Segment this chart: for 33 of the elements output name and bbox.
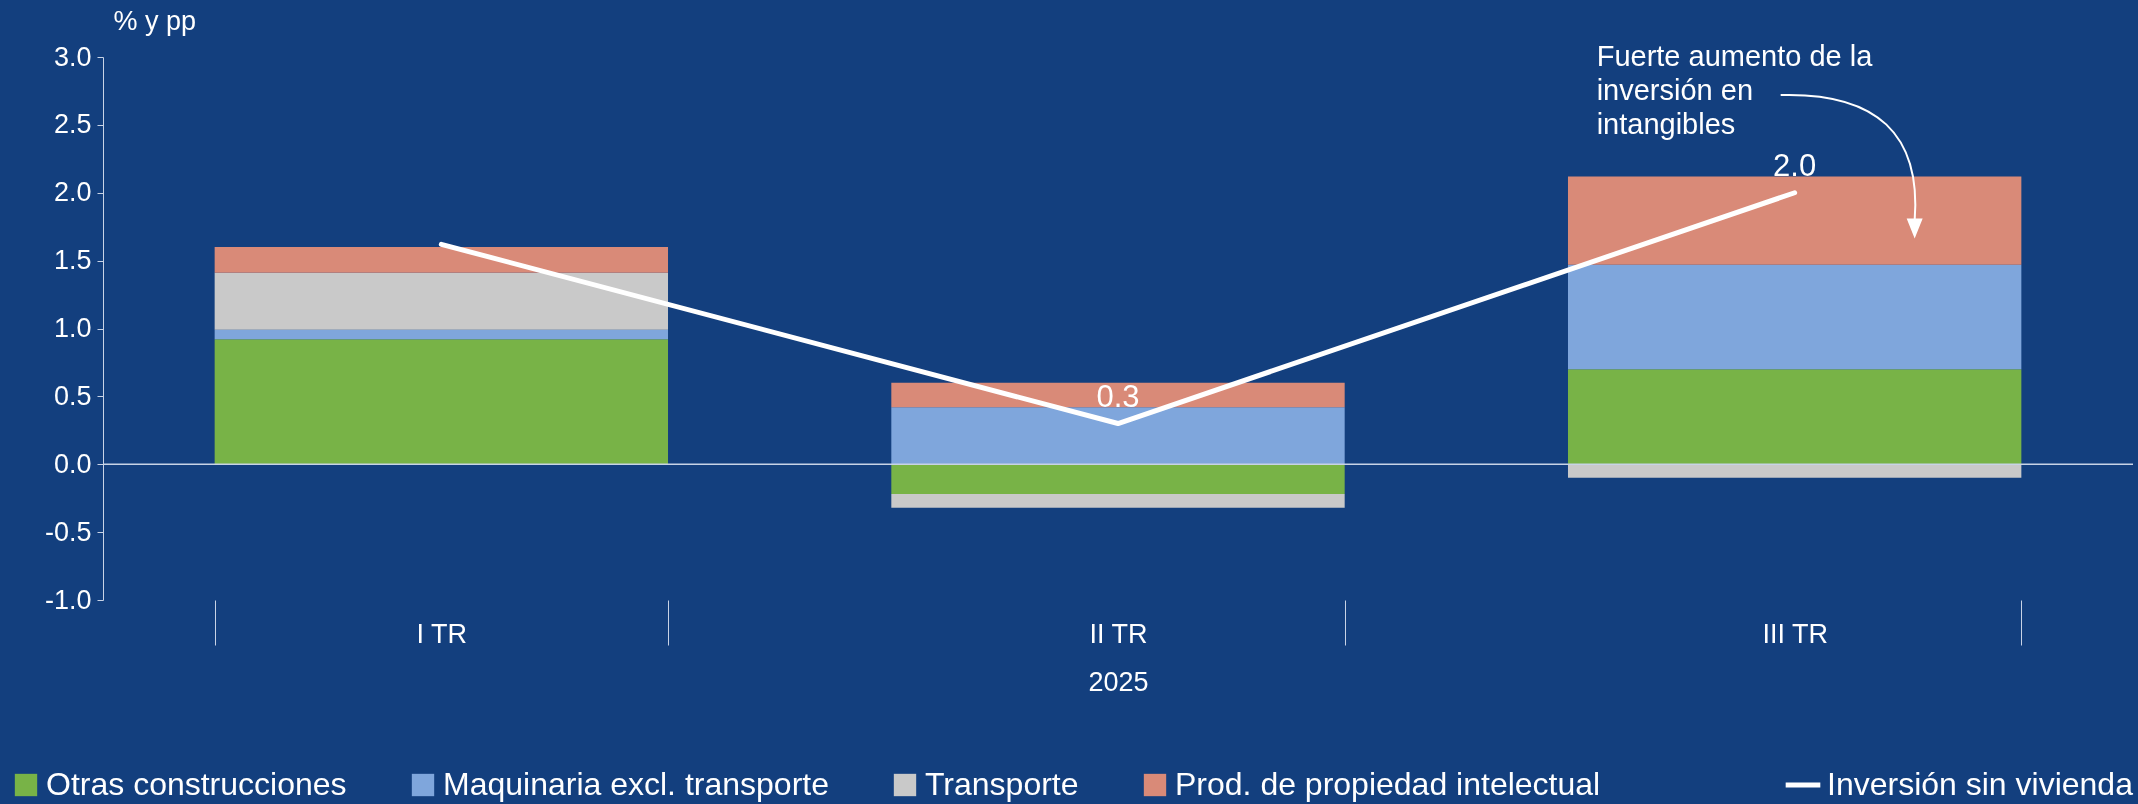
legend-label: Prod. de propiedad intelectual: [1175, 766, 1601, 802]
bar: [214, 272, 669, 330]
data-label: 2.0: [1773, 147, 1817, 183]
y-tick-label: 1.0: [53, 313, 92, 343]
y-tick-label: 2.0: [53, 177, 92, 208]
legend-label: Transporte: [925, 766, 1079, 802]
bar: [1567, 464, 2022, 478]
x-axis-title: 2025: [1088, 666, 1149, 697]
y-tick-label: -1.0: [44, 584, 92, 615]
data-label: 0.3: [1096, 378, 1140, 414]
bar: [891, 407, 1345, 465]
legend-label: Maquinaria excl. transporte: [443, 766, 829, 802]
y-tick-label: 0.0: [53, 448, 92, 479]
legend-label: Otras construcciones: [46, 766, 347, 802]
y-tick-label: 1.5: [53, 245, 92, 276]
y-tick-label: 2.5: [53, 109, 92, 140]
x-tick-label: I TR: [416, 618, 468, 649]
y-axis-title: % y pp: [113, 5, 197, 36]
bar: [1567, 176, 2022, 265]
legend-label: Inversión sin vivienda: [1827, 766, 2134, 802]
x-tick-label: III TR: [1762, 618, 1828, 649]
bar: [214, 339, 669, 465]
y-tick-label: 3.0: [53, 41, 92, 72]
bar: [1567, 264, 2022, 370]
bar: [214, 247, 669, 273]
bar: [214, 329, 669, 340]
bar: [891, 494, 1345, 508]
x-tick-label: II TR: [1089, 618, 1148, 649]
bar: [891, 464, 1345, 495]
annotation: Fuerte aumento de la inversión en intangibles: [1596, 40, 1874, 140]
bar: [1567, 369, 2022, 465]
y-tick-label: 0.5: [53, 380, 92, 411]
y-tick-label: -0.5: [44, 516, 92, 547]
